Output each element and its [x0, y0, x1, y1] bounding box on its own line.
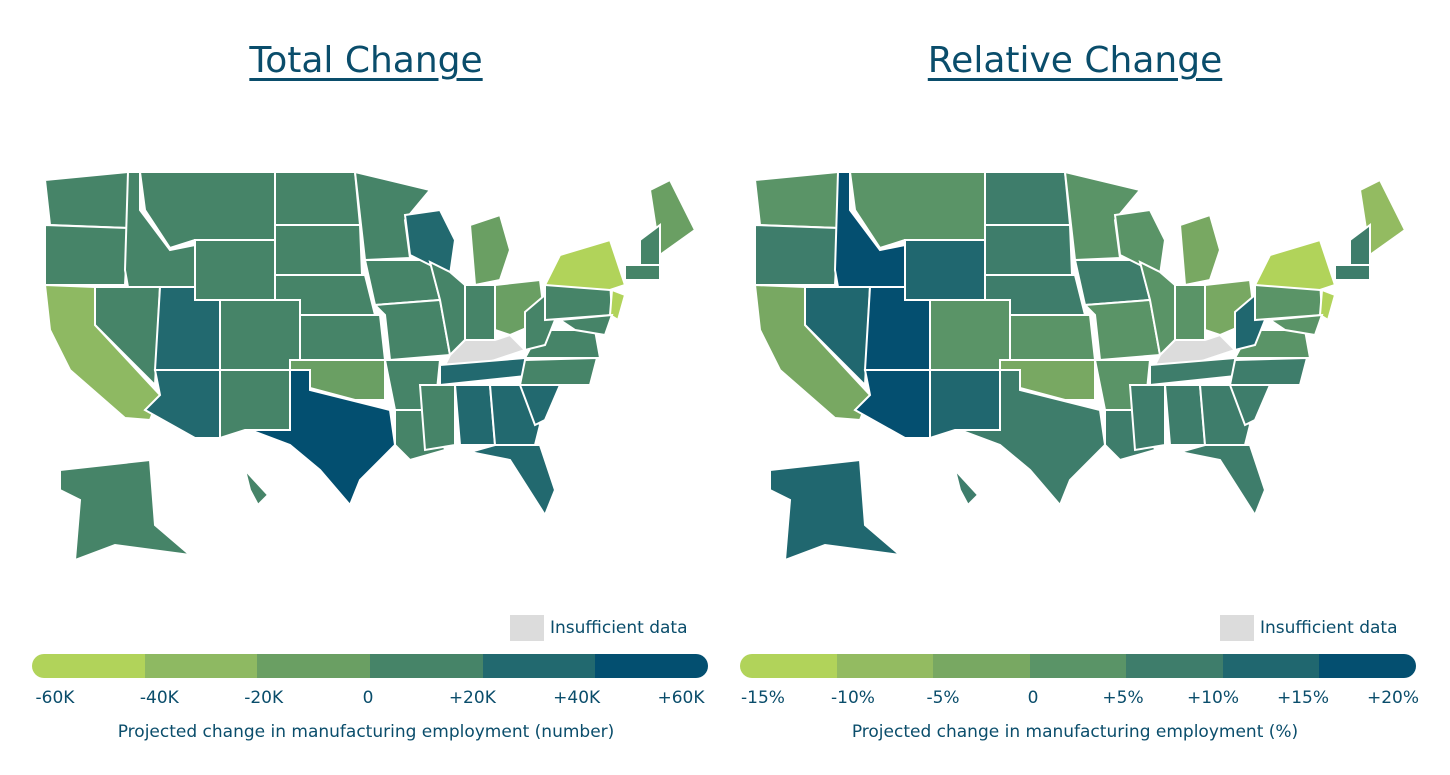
state-ma[interactable] — [624, 264, 661, 281]
total-color-scale — [32, 654, 708, 678]
scale-tick: +60K — [657, 688, 705, 708]
relative-change-map — [753, 170, 1407, 562]
scale-tick: -20K — [244, 688, 284, 708]
state-or[interactable] — [44, 223, 130, 286]
state-mdde[interactable] — [557, 313, 614, 337]
scale-bin-6 — [1319, 654, 1416, 678]
state-or[interactable] — [754, 223, 840, 286]
state-ks[interactable] — [299, 314, 387, 361]
scale-bin-2 — [933, 654, 1030, 678]
insufficient-data-legend-left: Insufficient data — [510, 615, 688, 641]
relative-change-title[interactable]: Relative Change — [927, 40, 1223, 81]
scale-tick: +20K — [448, 688, 496, 708]
scale-tick: 0 — [362, 688, 374, 708]
state-mdde[interactable] — [1267, 313, 1324, 337]
state-wa[interactable] — [753, 170, 839, 230]
state-nc[interactable] — [1228, 356, 1309, 386]
scale-bin-5 — [595, 654, 708, 678]
state-hi[interactable] — [244, 469, 270, 507]
no-data-swatch — [1220, 615, 1254, 641]
scale-tick: +40K — [553, 688, 601, 708]
state-nm[interactable] — [929, 369, 1001, 440]
scale-tick: -60K — [35, 688, 75, 708]
scale-bin-3 — [370, 654, 483, 678]
state-al[interactable] — [1163, 384, 1207, 446]
state-wy[interactable] — [194, 239, 276, 301]
scale-bin-1 — [144, 654, 258, 678]
state-ut[interactable] — [863, 286, 931, 371]
state-wa[interactable] — [43, 170, 129, 230]
state-vtnh[interactable] — [1349, 223, 1371, 266]
state-ut[interactable] — [153, 286, 221, 371]
scale-tick: +10% — [1186, 688, 1240, 708]
scale-bin-3 — [1029, 654, 1127, 678]
state-ny[interactable] — [543, 238, 627, 292]
state-vtnh[interactable] — [639, 223, 661, 266]
scale-bin-4 — [1126, 654, 1223, 678]
scale-bin-0 — [740, 654, 837, 678]
state-wy[interactable] — [904, 239, 986, 301]
state-ms[interactable] — [418, 384, 456, 452]
no-data-swatch — [510, 615, 544, 641]
state-in[interactable] — [464, 284, 496, 341]
scale-tick: +5% — [1102, 688, 1144, 708]
state-ia[interactable] — [1073, 259, 1152, 307]
state-nj[interactable] — [608, 288, 627, 322]
state-az[interactable] — [853, 369, 931, 439]
state-ak[interactable] — [769, 458, 904, 562]
state-co[interactable] — [929, 299, 1011, 371]
scale-bin-0 — [32, 654, 145, 678]
total-change-map — [43, 170, 697, 562]
scale-tick: +15% — [1276, 688, 1330, 708]
state-mo[interactable] — [372, 298, 452, 362]
state-al[interactable] — [453, 384, 497, 446]
state-ny[interactable] — [1253, 238, 1337, 292]
total-scale-ticks: -60K -40K -20K 0 +20K +40K +60K — [36, 688, 705, 710]
state-fl[interactable] — [469, 444, 557, 518]
state-nc[interactable] — [518, 356, 599, 386]
scale-tick: +20% — [1366, 688, 1420, 708]
state-ak[interactable] — [59, 458, 194, 562]
insufficient-label: Insufficient data — [1260, 618, 1398, 638]
state-mo[interactable] — [1082, 298, 1162, 362]
scale-tick: -10% — [831, 688, 875, 708]
state-nd[interactable] — [274, 171, 362, 226]
state-co[interactable] — [219, 299, 301, 371]
relative-color-scale — [740, 654, 1416, 678]
state-ms[interactable] — [1128, 384, 1166, 452]
state-nm[interactable] — [219, 369, 291, 440]
relative-scale-ticks: -15% -10% -5% 0 +5% +10% +15% +20% — [741, 688, 1419, 710]
state-nd[interactable] — [984, 171, 1072, 226]
state-nj[interactable] — [1318, 288, 1337, 322]
state-sd[interactable] — [984, 224, 1074, 276]
insufficient-label: Insufficient data — [550, 618, 688, 638]
state-ia[interactable] — [363, 259, 442, 307]
state-mi[interactable] — [468, 213, 512, 287]
state-ok[interactable] — [999, 359, 1096, 401]
state-ok[interactable] — [289, 359, 386, 401]
scale-bin-1 — [836, 654, 934, 678]
state-mi[interactable] — [1178, 213, 1222, 287]
scale-tick: 0 — [1027, 688, 1039, 708]
choropleth-maps — [43, 170, 1407, 562]
relative-scale-caption: Projected change in manufacturing employ… — [851, 722, 1299, 742]
state-sd[interactable] — [274, 224, 364, 276]
state-ks[interactable] — [1009, 314, 1097, 361]
scale-bin-2 — [257, 654, 371, 678]
state-ma[interactable] — [1334, 264, 1371, 281]
insufficient-data-legend-right: Insufficient data — [1220, 615, 1398, 641]
scale-tick: -5% — [926, 688, 960, 708]
scale-bin-5 — [1222, 654, 1320, 678]
scale-bin-4 — [482, 654, 596, 678]
state-hi[interactable] — [954, 469, 980, 507]
scale-tick: -40K — [139, 688, 179, 708]
state-az[interactable] — [143, 369, 221, 439]
state-in[interactable] — [1174, 284, 1206, 341]
state-fl[interactable] — [1179, 444, 1267, 518]
total-change-title[interactable]: Total Change — [249, 40, 483, 81]
scale-tick: -15% — [741, 688, 785, 708]
total-scale-caption: Projected change in manufacturing employ… — [117, 722, 615, 742]
